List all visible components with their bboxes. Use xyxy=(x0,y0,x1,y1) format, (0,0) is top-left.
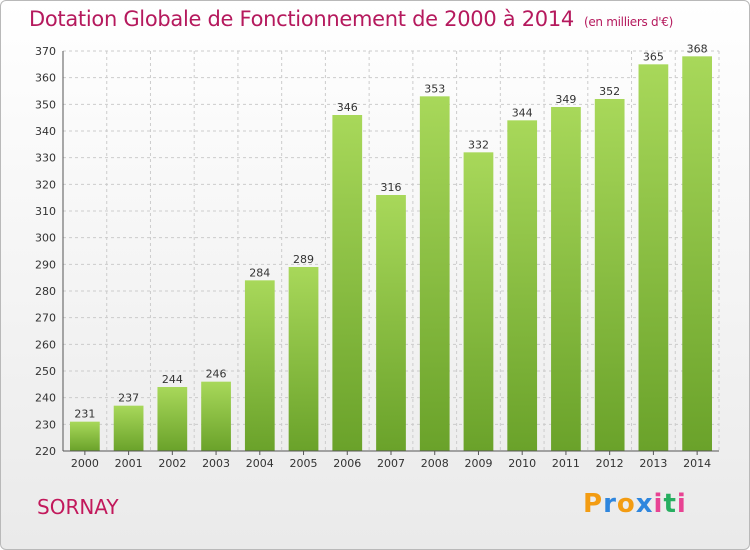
x-tick-label: 2000 xyxy=(71,457,99,470)
bar xyxy=(594,99,625,451)
title-text: Dotation Globale de Fonctionnement de 20… xyxy=(29,7,574,31)
bar xyxy=(332,115,363,451)
y-tick-label: 270 xyxy=(35,312,56,325)
bar xyxy=(288,267,319,451)
y-tick-label: 230 xyxy=(35,418,56,431)
bar-value-label: 284 xyxy=(249,266,270,279)
y-tick-label: 290 xyxy=(35,258,56,271)
y-tick-label: 310 xyxy=(35,205,56,218)
x-tick-label: 2007 xyxy=(377,457,405,470)
x-tick-label: 2002 xyxy=(158,457,186,470)
x-tick-label: 2011 xyxy=(552,457,580,470)
bar xyxy=(682,56,713,451)
bar-value-label: 332 xyxy=(468,138,489,151)
bar-value-label: 237 xyxy=(118,392,139,405)
bar-value-label: 346 xyxy=(337,101,358,114)
y-tick-label: 260 xyxy=(35,338,56,351)
logo-letter: t xyxy=(663,489,677,519)
bar xyxy=(113,405,144,451)
unit-subtitle: (en milliers d'€) xyxy=(583,15,673,29)
logo-letter: r xyxy=(603,489,617,519)
bar-value-label: 352 xyxy=(599,85,620,98)
logo-letter: i xyxy=(676,489,687,519)
bar xyxy=(244,280,275,451)
x-tick-label: 2005 xyxy=(290,457,318,470)
chart-title: Dotation Globale de Fonctionnement de 20… xyxy=(29,7,673,31)
y-tick-label: 250 xyxy=(35,365,56,378)
bar-value-label: 368 xyxy=(687,42,708,55)
x-tick-label: 2010 xyxy=(508,457,536,470)
y-tick-label: 340 xyxy=(35,125,56,138)
bar xyxy=(157,387,188,451)
axes: 220 230 240 250 260 270 280 290 300 310 320 330 340 3… xyxy=(35,45,719,470)
x-tick-label: 2004 xyxy=(246,457,274,470)
x-tick-label: 2006 xyxy=(333,457,361,470)
commune-name: SORNAY xyxy=(37,495,119,519)
bar-value-label: 349 xyxy=(555,93,576,106)
y-tick-label: 370 xyxy=(35,45,56,58)
y-tick-label: 360 xyxy=(35,72,56,85)
bar xyxy=(463,152,494,452)
bar xyxy=(507,120,538,451)
logo-letter: P xyxy=(583,489,604,519)
x-tick-label: 2008 xyxy=(421,457,449,470)
logo-letter: x xyxy=(635,489,654,519)
y-tick-label: 240 xyxy=(35,392,56,405)
x-tick-label: 2001 xyxy=(115,457,143,470)
x-tick-label: 2013 xyxy=(639,457,667,470)
bar-value-label: 344 xyxy=(512,106,533,119)
bars: 231 237 244 246 284 289 346 316 353 332 344 349 352 3… xyxy=(69,42,713,452)
logo-letter: i xyxy=(653,489,664,519)
bar-value-label: 289 xyxy=(293,253,314,266)
bar-value-label: 246 xyxy=(206,368,227,381)
x-tick-label: 2003 xyxy=(202,457,230,470)
bar xyxy=(201,381,231,451)
y-tick-label: 330 xyxy=(35,152,56,165)
y-tick-label: 300 xyxy=(35,232,56,245)
bar xyxy=(376,195,406,451)
bar-value-label: 353 xyxy=(424,82,445,95)
bar xyxy=(69,421,100,451)
x-tick-label: 2012 xyxy=(596,457,624,470)
y-tick-label: 350 xyxy=(35,98,56,111)
y-tick-label: 220 xyxy=(35,445,56,458)
x-tick-label: 2014 xyxy=(683,457,711,470)
bar xyxy=(419,96,450,451)
bar xyxy=(551,107,581,451)
bar-value-label: 365 xyxy=(643,50,664,63)
y-tick-label: 320 xyxy=(35,178,56,191)
bar-value-label: 244 xyxy=(162,373,183,386)
y-tick-label: 280 xyxy=(35,285,56,298)
bar-value-label: 316 xyxy=(381,181,402,194)
bar-value-label: 231 xyxy=(74,408,95,421)
bar xyxy=(638,64,669,452)
logo-letter: o xyxy=(616,489,636,519)
proxiti-logo[interactable]: Proxiti xyxy=(583,489,687,519)
x-tick-label: 2009 xyxy=(464,457,492,470)
